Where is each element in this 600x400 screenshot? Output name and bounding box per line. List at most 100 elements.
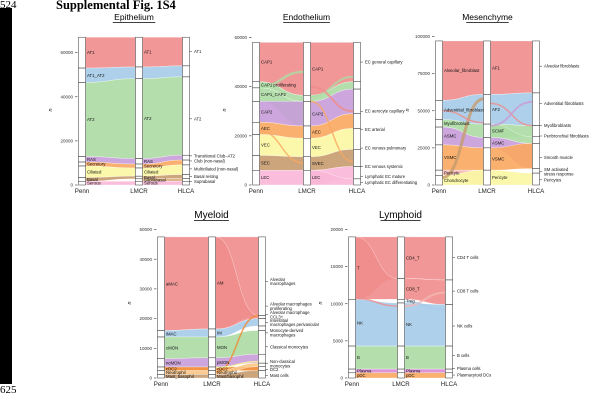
panel-title: Myeloid	[194, 210, 228, 221]
flow-ribbon	[442, 97, 484, 180]
right-label: Transitional Club–AT2	[194, 153, 236, 158]
segment-label: Plasma	[357, 369, 372, 374]
column-name: LMCR	[478, 188, 496, 195]
stratum	[303, 42, 311, 96]
stratum	[182, 178, 190, 182]
segment-label: CD8_T	[406, 286, 420, 291]
segment-label: SVEC	[312, 161, 324, 166]
stratum	[135, 167, 143, 177]
stratum	[353, 88, 361, 114]
segment-label: cDC2	[166, 366, 177, 371]
column-name: Penn	[249, 188, 264, 195]
stratum	[435, 175, 443, 186]
stratum	[182, 181, 190, 186]
stratum	[78, 165, 86, 178]
stratum	[208, 328, 216, 338]
right-label: B cells	[457, 353, 469, 358]
column-name: LMCR	[392, 381, 410, 388]
flow-ribbon	[310, 75, 354, 98]
segment-label: Neutrophil	[217, 370, 237, 375]
right-label: DC2	[270, 367, 279, 372]
stratum	[258, 236, 266, 316]
stratum	[157, 374, 165, 379]
segment-label: CAP1_CAP2	[261, 92, 286, 97]
axis-tick-label: 40000	[60, 94, 73, 99]
right-label: Alveolar macrophages	[270, 301, 312, 306]
stratum	[435, 169, 443, 176]
stratum	[157, 336, 165, 359]
axis-tick-label: 10000	[139, 346, 152, 351]
right-label: CD8 T cells	[457, 289, 479, 294]
right-label: EC venous pulmonary	[365, 146, 407, 151]
right-label: NK cells	[457, 324, 472, 329]
segment-label: AEC	[261, 126, 270, 131]
segment-label: pMON	[217, 360, 229, 365]
stratum	[78, 36, 86, 69]
stratum	[348, 372, 356, 379]
flow-ribbon	[215, 360, 259, 369]
segment-label: Neutrophil	[166, 370, 186, 375]
flow-ribbon	[215, 314, 259, 373]
flow	[355, 345, 398, 370]
stratum	[252, 42, 260, 82]
flow-ribbon	[490, 100, 533, 127]
segment-label: Suprabasal	[144, 178, 166, 183]
stratum	[483, 137, 491, 149]
stratum	[258, 370, 266, 379]
y-axis-label: n	[222, 108, 228, 111]
stratum	[135, 78, 143, 159]
flow-ribbon	[259, 130, 304, 164]
segment-label: AEC	[312, 130, 321, 135]
flow-ribbon	[259, 70, 304, 88]
right-label: Pericytes	[544, 177, 561, 182]
right-label: Suprabasal	[194, 179, 215, 184]
segment-label: AT2	[144, 116, 152, 121]
column-name: HLCA	[528, 188, 545, 195]
axis-tick-label: 60000	[60, 50, 73, 55]
right-label: Lymphatic EC differentiating	[365, 180, 418, 185]
right-label: Myofibroblasts	[544, 123, 571, 128]
stratum	[252, 122, 260, 135]
segment-label: VSMC	[492, 157, 504, 162]
right-label: EC venous systemic	[365, 164, 403, 169]
stratum	[348, 236, 356, 300]
stratum	[532, 92, 540, 126]
right-label: EC general capillary	[365, 60, 403, 65]
panel-title: Endothelium	[283, 12, 330, 22]
stratum	[435, 119, 443, 128]
segment-label: AT1	[144, 50, 152, 55]
right-label: Alveolar fibroblasts	[544, 64, 579, 69]
stratum	[303, 169, 311, 186]
axis-tick-label: 40000	[139, 257, 152, 262]
segment-label: Pericyte	[444, 170, 460, 175]
stratum	[135, 178, 143, 182]
stratum	[135, 163, 143, 169]
stratum	[397, 368, 405, 374]
axis-tick-label: 20000	[330, 227, 343, 232]
right-label: EC aerocyte capillary	[365, 109, 405, 114]
segment-label: Chondrocyte	[444, 178, 469, 183]
segment-label: pDC	[406, 373, 415, 378]
stratum	[182, 154, 190, 161]
right-label: SM activated	[544, 167, 569, 172]
right-label: Basal resting	[194, 174, 219, 179]
stratum	[157, 366, 165, 371]
axis-tick-label: 5000	[333, 338, 344, 343]
segment-label: ASMC	[492, 140, 504, 145]
stratum	[397, 236, 405, 279]
stratum	[258, 315, 266, 319]
stratum	[78, 156, 86, 163]
stratum	[483, 147, 491, 171]
segment-label: cMON	[166, 345, 178, 350]
stratum	[78, 177, 86, 182]
flow-ribbon	[442, 109, 484, 124]
column-name: HLCA	[441, 381, 458, 388]
stratum	[182, 159, 190, 166]
stratum	[208, 357, 216, 368]
segment-label: Mast_basophil	[166, 374, 194, 379]
stratum	[182, 174, 190, 179]
axis-tick-label: 15000	[330, 264, 343, 269]
panel-title: Lymphoid	[379, 210, 422, 221]
segment-label: AF2	[492, 107, 500, 112]
column-name: HLCA	[349, 188, 366, 195]
